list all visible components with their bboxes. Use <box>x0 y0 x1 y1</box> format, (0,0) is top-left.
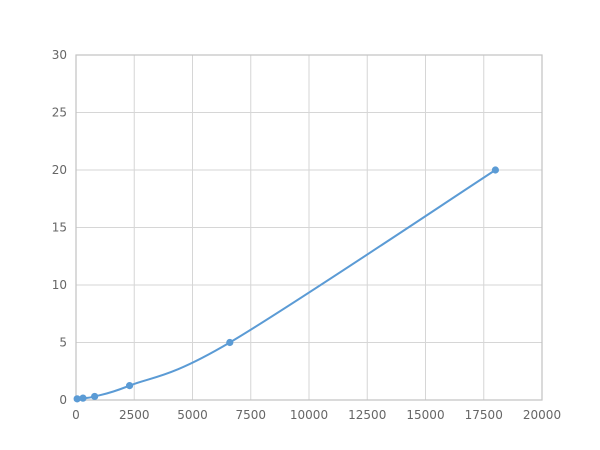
y-tick-label: 10 <box>52 278 67 292</box>
x-tick-label: 12500 <box>348 408 386 422</box>
data-point-marker <box>125 382 134 390</box>
y-tick-label: 15 <box>52 221 67 235</box>
data-point-marker <box>91 392 99 401</box>
y-tick-label: 20 <box>52 163 67 177</box>
data-point-marker <box>73 395 81 403</box>
series-line <box>76 169 497 400</box>
axes-frame <box>75 54 543 401</box>
y-tick-label: 30 <box>52 48 67 62</box>
plot-border <box>75 54 543 401</box>
x-tick-label: 20000 <box>523 408 561 422</box>
x-tick-label: 0 <box>72 408 80 422</box>
gridlines <box>75 54 543 401</box>
y-tick-label: 25 <box>52 106 67 120</box>
data-point-marker <box>226 338 234 347</box>
data-point-marker <box>79 394 87 402</box>
x-tick-label: 5000 <box>177 408 208 422</box>
data-point-marker <box>491 166 499 174</box>
x-tick-label: 15000 <box>406 408 444 422</box>
y-tick-label: 5 <box>59 336 67 350</box>
y-tick-label: 0 <box>59 393 67 407</box>
x-tick-label: 10000 <box>290 408 328 422</box>
data-series <box>73 166 499 403</box>
x-tick-label: 17500 <box>465 408 503 422</box>
tick-labels: 0 2500 5000 7500 10000 12500 15000 17500 20000 0 5… <box>52 48 561 422</box>
x-tick-label: 2500 <box>119 408 150 422</box>
x-tick-label: 7500 <box>235 408 266 422</box>
